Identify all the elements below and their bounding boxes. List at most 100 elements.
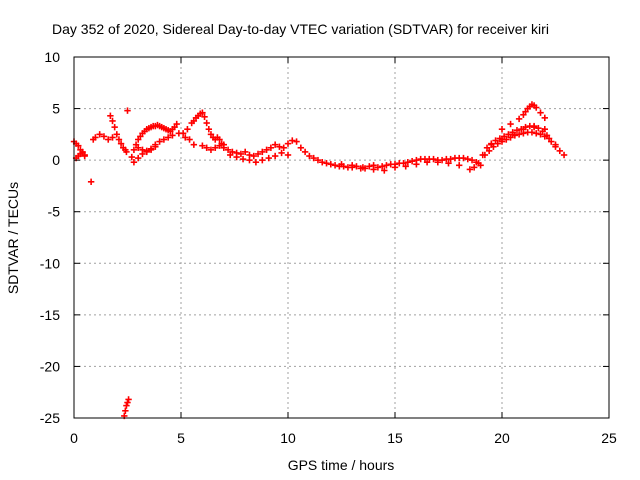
data-point <box>124 399 131 406</box>
data-point <box>513 127 521 134</box>
data-point <box>92 134 99 141</box>
data-point <box>314 156 322 164</box>
data-point <box>481 151 489 159</box>
y-tick-label: -10 <box>40 255 60 271</box>
data-point <box>139 146 146 154</box>
data-point <box>560 151 568 159</box>
data-point <box>494 140 501 147</box>
data-point <box>464 155 471 163</box>
data-point <box>515 131 523 138</box>
data-point <box>541 126 548 133</box>
data-point <box>169 132 176 139</box>
data-point <box>182 134 189 141</box>
data-point <box>190 141 198 148</box>
chart-title: Day 352 of 2020, Sidereal Day-to-day VTE… <box>52 21 549 37</box>
data-point <box>327 161 334 168</box>
x-tick-label: 20 <box>494 430 510 446</box>
data-point <box>216 142 223 149</box>
grid <box>74 57 609 418</box>
data-point <box>408 157 416 165</box>
data-point <box>381 167 388 174</box>
data-point <box>122 407 129 414</box>
data-point <box>413 161 420 168</box>
data-point <box>509 131 516 138</box>
data-point <box>233 153 240 161</box>
data-point <box>284 140 292 147</box>
data-point <box>201 113 208 121</box>
data-point <box>199 142 206 149</box>
data-point <box>81 152 88 160</box>
data-point <box>338 161 345 168</box>
data-point <box>276 143 283 150</box>
data-point <box>259 148 266 156</box>
data-point <box>186 136 193 143</box>
plot-frame <box>73 56 610 419</box>
data-point <box>259 156 266 164</box>
data-point <box>488 141 495 148</box>
data-point <box>128 153 135 161</box>
data-point <box>402 163 409 170</box>
data-point <box>220 144 227 151</box>
data-point <box>265 154 272 162</box>
data-point <box>528 129 536 136</box>
data-point <box>203 144 210 151</box>
data-point <box>75 142 82 149</box>
data-point <box>280 144 287 151</box>
data-point <box>237 150 245 158</box>
data-point <box>293 138 300 145</box>
data-point <box>520 126 527 133</box>
data-point <box>545 135 553 142</box>
data-point <box>252 159 260 166</box>
data-point <box>124 107 131 114</box>
data-point <box>203 119 210 127</box>
data-point <box>160 136 168 143</box>
x-axis-label: GPS time / hours <box>288 457 395 473</box>
data-point <box>515 115 523 123</box>
data-point <box>466 166 474 173</box>
x-tick-label: 25 <box>601 430 617 446</box>
data-point <box>374 164 382 171</box>
data-point <box>254 150 262 158</box>
data-point <box>359 164 367 171</box>
data-point <box>135 144 142 151</box>
data-point <box>533 130 540 137</box>
data-point <box>123 148 130 156</box>
data-point <box>366 163 373 170</box>
data-point <box>242 148 249 156</box>
data-point <box>271 141 279 148</box>
data-point <box>205 126 213 133</box>
data-point <box>263 146 270 154</box>
data-point <box>498 126 506 133</box>
data-point <box>468 156 476 164</box>
data-point <box>212 144 219 151</box>
data-point <box>147 146 155 154</box>
data-point <box>430 155 437 163</box>
data-point <box>135 154 142 162</box>
data-point <box>173 120 180 128</box>
data-point <box>460 154 467 162</box>
data-point <box>331 162 339 169</box>
y-tick-label: 10 <box>44 49 60 65</box>
data-point <box>533 104 540 111</box>
y-tick-label: -5 <box>48 204 61 220</box>
data-point <box>143 148 150 156</box>
data-point <box>278 149 285 157</box>
data-point <box>456 162 463 169</box>
data-point <box>107 112 114 119</box>
data-point <box>199 109 206 116</box>
data-point <box>111 123 118 131</box>
y-tick-label: 0 <box>52 152 60 168</box>
data-point <box>224 146 232 154</box>
x-tick-labels: 0 5 10 15 20 25 <box>70 430 617 446</box>
data-point <box>498 136 506 143</box>
y-tick-label: -25 <box>40 410 60 426</box>
data-point <box>105 136 112 143</box>
data-point <box>552 141 559 148</box>
data-point <box>319 159 326 166</box>
data-point <box>216 136 223 143</box>
y-tick-label: -15 <box>40 307 60 323</box>
data-point <box>349 162 356 169</box>
data-point <box>323 160 330 167</box>
x-tick-label: 15 <box>387 430 403 446</box>
